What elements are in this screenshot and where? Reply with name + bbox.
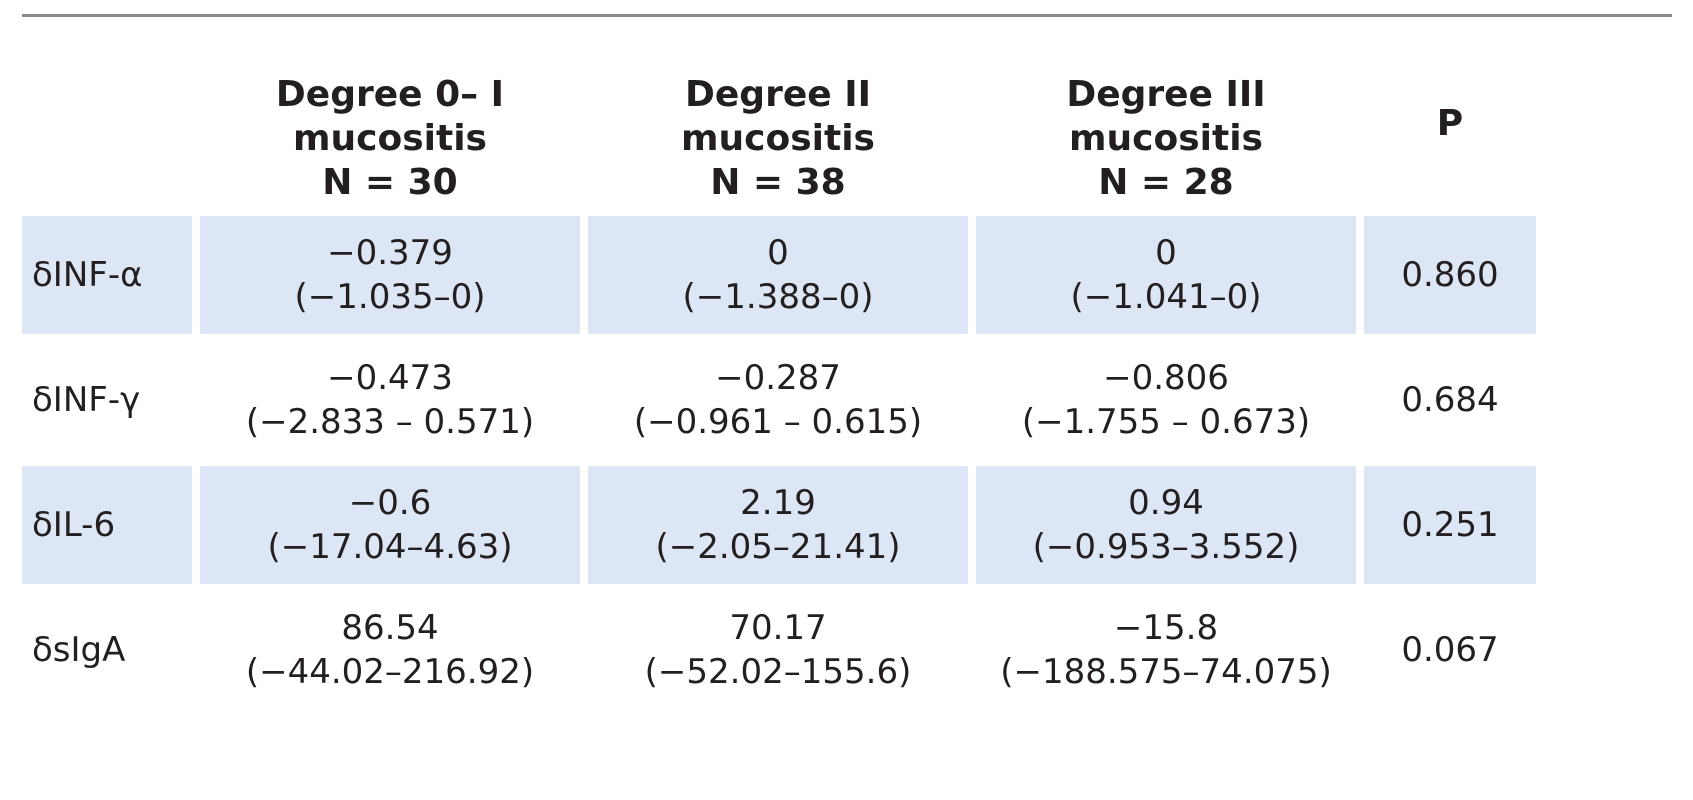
value-cell: −0.287 (−0.961 – 0.615) [588, 341, 968, 459]
row-label-text: δsIgA [32, 630, 126, 670]
table-row: δINF-α −0.379 (−1.035–0) 0 (−1.388–0) 0 … [22, 216, 1672, 334]
value-cell: 0.94 (−0.953–3.552) [976, 466, 1356, 584]
value-cell: 70.17 (−52.02–155.6) [588, 591, 968, 709]
range-value: (−1.388–0) [682, 277, 874, 317]
header-line: Degree 0– I [275, 74, 505, 115]
range-value: (−52.02–155.6) [644, 652, 912, 692]
range-value: (−0.953–3.552) [1032, 527, 1300, 567]
median-value: 86.54 [341, 608, 439, 648]
p-value: 0.251 [1401, 505, 1499, 545]
median-value: −0.287 [715, 358, 841, 398]
header-cell-degree-2: Degree II mucositis N = 38 [588, 30, 968, 207]
header-line: mucositis [681, 118, 875, 159]
p-value: 0.860 [1401, 255, 1499, 295]
range-value: (−0.961 – 0.615) [633, 402, 923, 442]
header-line: P [1436, 102, 1464, 144]
p-value: 0.684 [1401, 380, 1499, 420]
p-value: 0.067 [1401, 630, 1499, 670]
median-value: 0 [767, 233, 789, 273]
median-value: −0.806 [1103, 358, 1229, 398]
value-cell: 0 (−1.041–0) [976, 216, 1356, 334]
table-header-row: Degree 0– I mucositis N = 30 Degree II m… [22, 30, 1672, 207]
table-row: δINF-γ −0.473 (−2.833 – 0.571) −0.287 (−… [22, 341, 1672, 459]
table-row: δsIgA 86.54 (−44.02–216.92) 70.17 (−52.0… [22, 591, 1672, 709]
median-value: 70.17 [729, 608, 827, 648]
median-value: 2.19 [740, 483, 816, 523]
range-value: (−1.035–0) [294, 277, 486, 317]
value-cell: 86.54 (−44.02–216.92) [200, 591, 580, 709]
header-cell-empty [22, 30, 192, 207]
p-value-cell: 0.684 [1364, 341, 1536, 459]
p-value-cell: 0.251 [1364, 466, 1536, 584]
header-line: mucositis [293, 118, 487, 159]
median-value: −0.473 [327, 358, 453, 398]
row-label-text: δINF-α [32, 255, 143, 295]
header-line: mucositis [1069, 118, 1263, 159]
value-cell: −0.806 (−1.755 – 0.673) [976, 341, 1356, 459]
row-label: δIL-6 [22, 466, 192, 584]
range-value: (−2.833 – 0.571) [245, 402, 535, 442]
range-value: (−1.755 – 0.673) [1021, 402, 1311, 442]
row-label: δINF-α [22, 216, 192, 334]
median-value: 0 [1155, 233, 1177, 273]
range-value: (−2.05–21.41) [655, 527, 901, 567]
header-cell-degree-0-1: Degree 0– I mucositis N = 30 [200, 30, 580, 207]
table-row: δIL-6 −0.6 (−17.04–4.63) 2.19 (−2.05–21.… [22, 466, 1672, 584]
p-value-cell: 0.067 [1364, 591, 1536, 709]
top-rule [22, 14, 1672, 17]
range-value: (−188.575–74.075) [1000, 652, 1332, 692]
median-value: −0.379 [327, 233, 453, 273]
header-line: N = 28 [1098, 162, 1234, 203]
median-value: −15.8 [1113, 608, 1219, 648]
header-line: N = 30 [322, 162, 458, 203]
header-cell-p: P [1364, 30, 1536, 207]
value-cell: 2.19 (−2.05–21.41) [588, 466, 968, 584]
value-cell: −0.379 (−1.035–0) [200, 216, 580, 334]
median-value: −0.6 [348, 483, 432, 523]
range-value: (−17.04–4.63) [267, 527, 513, 567]
range-value: (−1.041–0) [1070, 277, 1262, 317]
value-cell: −15.8 (−188.575–74.075) [976, 591, 1356, 709]
header-line: Degree II [685, 74, 871, 115]
row-label: δsIgA [22, 591, 192, 709]
p-value-cell: 0.860 [1364, 216, 1536, 334]
row-label: δINF-γ [22, 341, 192, 459]
value-cell: 0 (−1.388–0) [588, 216, 968, 334]
results-table: Degree 0– I mucositis N = 30 Degree II m… [22, 30, 1672, 716]
value-cell: −0.6 (−17.04–4.63) [200, 466, 580, 584]
header-cell-degree-3: Degree III mucositis N = 28 [976, 30, 1356, 207]
row-label-text: δINF-γ [32, 380, 141, 420]
row-label-text: δIL-6 [32, 505, 116, 545]
header-line: Degree III [1066, 74, 1266, 115]
range-value: (−44.02–216.92) [245, 652, 535, 692]
median-value: 0.94 [1128, 483, 1204, 523]
header-line: N = 38 [710, 162, 846, 203]
value-cell: −0.473 (−2.833 – 0.571) [200, 341, 580, 459]
